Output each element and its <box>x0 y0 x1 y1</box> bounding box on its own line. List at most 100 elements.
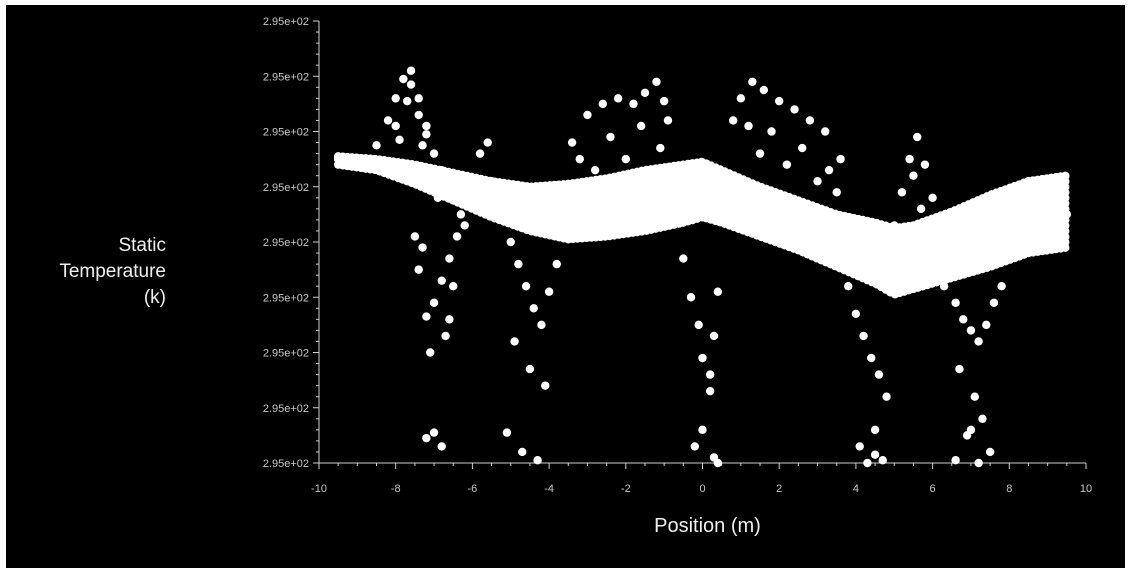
data-point <box>487 177 496 186</box>
data-point <box>974 337 983 346</box>
data-point <box>705 370 715 379</box>
data-point <box>1005 223 1014 233</box>
data-point <box>541 381 550 390</box>
data-point <box>728 199 738 208</box>
data-point <box>544 210 554 219</box>
data-point <box>1020 221 1029 230</box>
data-point <box>333 154 343 164</box>
data-point <box>1035 218 1045 227</box>
data-point <box>909 171 918 180</box>
data-point <box>422 433 431 443</box>
data-point <box>552 259 561 269</box>
y-tick-label: 2.95e+02 <box>263 182 309 194</box>
data-point <box>821 240 830 249</box>
y-tick-label: 2.95e+02 <box>263 71 309 83</box>
data-point <box>475 149 485 158</box>
data-point <box>483 138 492 147</box>
data-point <box>656 143 665 153</box>
data-point <box>874 370 884 379</box>
data-point <box>821 127 830 136</box>
data-point <box>686 293 696 302</box>
y-tick-label: 2.95e+02 <box>263 348 309 360</box>
data-point <box>844 282 853 291</box>
data-point <box>798 143 807 153</box>
data-point <box>775 221 784 230</box>
data-point <box>897 188 907 197</box>
data-point <box>414 171 423 180</box>
data-point <box>598 99 607 109</box>
data-point <box>705 386 715 396</box>
data-point <box>426 348 435 357</box>
data-point <box>399 74 408 84</box>
data-point <box>905 154 914 164</box>
data-point <box>460 221 469 230</box>
data-point <box>429 149 439 158</box>
data-point <box>775 96 784 106</box>
data-point <box>913 132 922 142</box>
data-point <box>441 331 450 341</box>
data-point <box>759 85 769 95</box>
data-point <box>468 182 477 191</box>
data-point <box>502 428 512 437</box>
x-tick-label: -4 <box>544 483 554 495</box>
data-point <box>414 94 423 103</box>
data-point <box>698 185 707 194</box>
data-point <box>487 201 496 211</box>
data-point <box>805 116 815 125</box>
data-point <box>890 221 899 230</box>
data-point <box>525 364 535 374</box>
data-point <box>989 229 999 238</box>
data-point <box>997 282 1006 291</box>
data-point <box>1051 212 1060 222</box>
y-axis-title-line: Temperature <box>59 261 166 282</box>
data-point <box>863 458 872 468</box>
data-point <box>939 282 949 291</box>
data-point <box>698 353 707 363</box>
data-point <box>575 154 584 164</box>
data-point <box>985 447 995 457</box>
data-point <box>920 160 930 169</box>
data-point <box>514 259 523 269</box>
data-point <box>744 121 753 131</box>
data-point <box>667 188 677 197</box>
data-point <box>943 246 953 255</box>
data-point <box>955 364 964 374</box>
data-point <box>437 276 446 285</box>
data-point <box>659 96 669 106</box>
data-point <box>694 320 703 330</box>
data-point <box>870 450 880 459</box>
data-point <box>418 141 427 150</box>
y-tick-label: 2.95e+02 <box>263 127 309 139</box>
data-point <box>403 168 412 178</box>
data-point <box>353 157 362 167</box>
data-point <box>736 94 746 103</box>
data-point <box>728 116 738 125</box>
data-point <box>690 442 700 451</box>
data-point <box>606 132 615 142</box>
data-point <box>928 265 937 274</box>
data-point <box>652 77 661 86</box>
data-point <box>882 392 891 401</box>
data-point <box>713 190 723 200</box>
x-tick-label: 8 <box>1006 483 1012 495</box>
data-point <box>832 188 841 197</box>
data-point <box>590 201 600 211</box>
data-point <box>372 141 381 150</box>
data-point <box>698 425 707 435</box>
data-point <box>836 154 845 164</box>
data-point <box>652 190 661 200</box>
data-point <box>475 196 485 205</box>
data-point <box>403 96 412 106</box>
data-point <box>916 204 926 214</box>
data-point <box>928 193 937 202</box>
data-point <box>790 105 799 114</box>
data-point <box>901 237 910 247</box>
data-point <box>913 254 922 263</box>
data-point <box>429 179 439 189</box>
y-axis-title-line: Static <box>118 235 166 256</box>
data-point <box>805 235 815 244</box>
data-point <box>982 320 991 330</box>
data-point <box>1061 171 1070 181</box>
data-point <box>544 287 554 296</box>
data-point <box>414 110 423 120</box>
